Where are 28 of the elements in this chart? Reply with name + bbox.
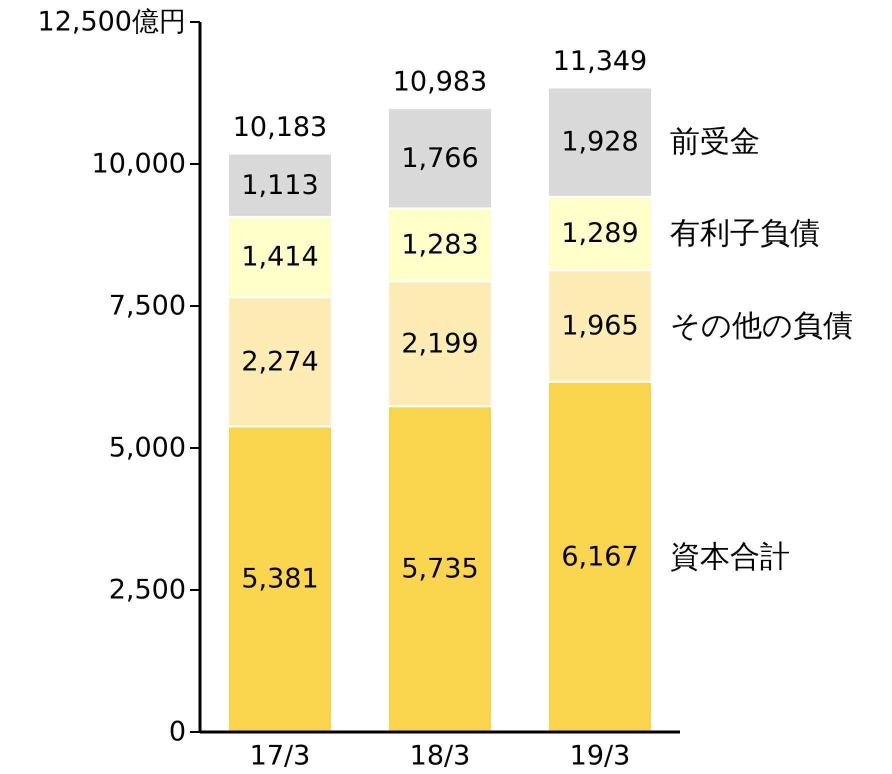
total-label: 10,183 — [232, 112, 328, 144]
y-tick-label: 10,000 — [92, 148, 186, 180]
data-label: 1,289 — [561, 218, 639, 249]
data-label: 5,735 — [401, 554, 479, 585]
x-tick-label: 17/3 — [250, 740, 310, 772]
data-label: 2,274 — [241, 346, 319, 378]
series-label: 資本合計 — [670, 539, 790, 574]
y-tick-label: 5,000 — [108, 432, 186, 464]
total-label: 11,349 — [552, 46, 648, 77]
data-label: 6,167 — [561, 541, 639, 572]
x-tick-label: 18/3 — [410, 740, 470, 772]
y-tick-label: 7,500 — [108, 290, 186, 322]
x-tick-label: 19/3 — [570, 740, 630, 772]
data-label: 5,381 — [241, 564, 319, 595]
data-label: 1,113 — [241, 170, 319, 201]
series-label: 有利子負債 — [670, 216, 820, 251]
data-label: 1,766 — [401, 142, 479, 174]
series-label: その他の負債 — [670, 308, 853, 344]
data-label: 2,199 — [401, 328, 479, 360]
y-tick-label: 0 — [168, 716, 186, 748]
data-label: 1,928 — [561, 126, 639, 158]
data-label: 1,283 — [401, 229, 479, 260]
y-tick-label: 2,500 — [108, 574, 186, 606]
data-label: 1,414 — [241, 242, 319, 273]
total-label: 10,983 — [392, 66, 488, 98]
series-label: 前受金 — [670, 124, 760, 160]
y-tick-label: 12,500億円 — [38, 6, 186, 38]
data-label: 1,965 — [561, 310, 639, 342]
